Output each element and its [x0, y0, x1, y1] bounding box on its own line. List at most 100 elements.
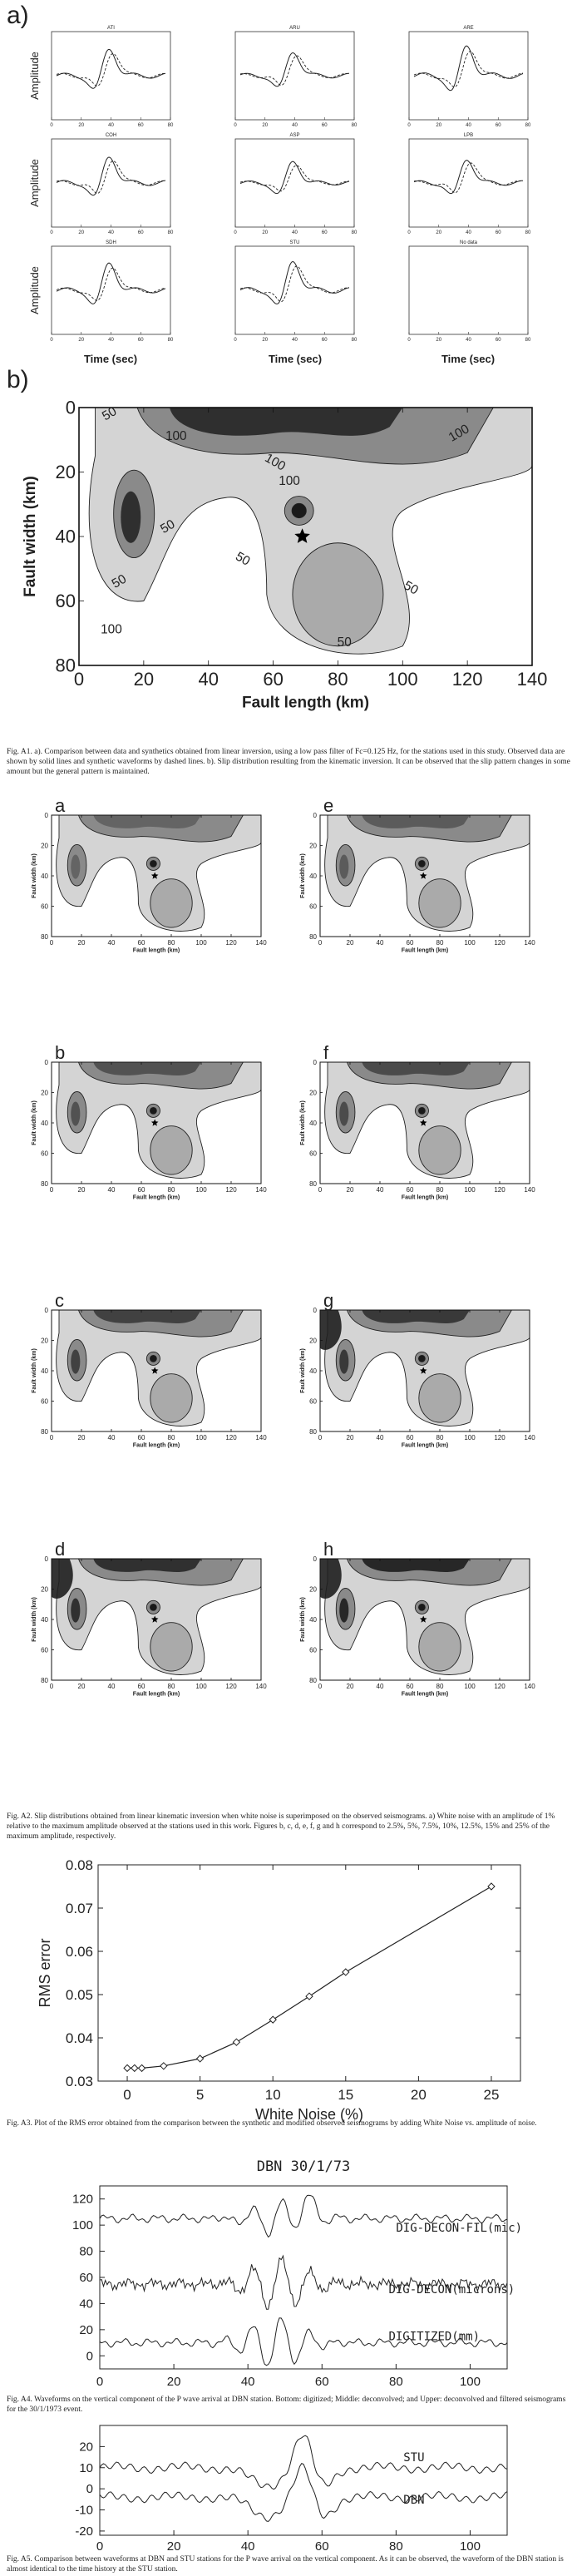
x-tick-label: 20 [262, 123, 268, 128]
y-tick-label: 20 [56, 462, 76, 482]
x-tick-label: 60 [138, 939, 145, 947]
rms-data-point [131, 2064, 139, 2073]
slip-contours [56, 815, 261, 932]
slip-zone-dark [362, 1559, 470, 1572]
y-tick-label: 60 [41, 1646, 48, 1654]
observed-waveform [239, 52, 349, 87]
fig-a4-dbn-waveforms: DBN 30/1/73 120 100 80 60 40 20 00 20 40 60 80 100 DI… [72, 2158, 522, 2389]
x-tick-label: 80 [168, 1186, 175, 1194]
x-tick-label: 60 [315, 2539, 329, 2554]
slip-patch-left-core [339, 1598, 349, 1623]
x-tick-label: 0 [318, 1434, 323, 1441]
slip-patch-core [418, 860, 426, 868]
dbn-trace [99, 2317, 508, 2366]
panel-letter: a [55, 795, 66, 816]
synthetic-waveform [239, 55, 350, 86]
y-tick-label: 40 [309, 1367, 317, 1375]
slip-zone-medium [346, 815, 512, 843]
slip-patch-left-core [71, 854, 81, 879]
rms-data-point [487, 1882, 496, 1891]
fig-a4-caption: Fig. A4. Waveforms on the vertical compo… [7, 2396, 566, 2414]
x-axis-label: Fault length (km) [402, 1691, 448, 1697]
x-tick-label: 0 [407, 230, 411, 235]
observed-waveform [239, 260, 350, 304]
y-tick-label: 20 [41, 1089, 48, 1096]
fig-a3-caption: Fig. A3. Plot of the RMS error obtained … [7, 2119, 537, 2128]
amplitude-axis-label: Amplitude [28, 266, 41, 314]
slip-contours [324, 815, 530, 932]
x-tick-label: 120 [494, 1434, 505, 1441]
x-tick-label: 40 [198, 669, 218, 690]
x-tick-label: 80 [352, 230, 358, 235]
y-tick-label: 40 [41, 1367, 48, 1375]
hypocenter-star [294, 528, 310, 543]
y-tick-label: 40 [41, 1120, 48, 1127]
x-tick-label: 40 [377, 1186, 384, 1194]
x-tick-label: 20 [78, 1683, 86, 1690]
slip-zone-corner [320, 1310, 342, 1350]
slip-zone-dark [93, 1062, 202, 1075]
y-tick-label: 20 [309, 842, 317, 849]
x-tick-label: 80 [436, 939, 444, 947]
x-tick-label: 60 [138, 338, 144, 343]
slip-zone-corner [320, 1559, 342, 1599]
slip-patch-left [67, 843, 87, 887]
x-tick-label: 60 [496, 338, 501, 343]
hypocenter-star [150, 1367, 159, 1374]
slip-zone-dark [362, 815, 470, 828]
y-tick-label: 20 [79, 2440, 93, 2454]
slip-zone-medium [77, 815, 244, 843]
x-tick-label: 140 [524, 939, 535, 947]
x-tick-label: 60 [496, 123, 501, 128]
y-tick-label: 0 [45, 1059, 49, 1066]
y-tick-label: 20 [41, 842, 48, 849]
waveform-panel-frame [234, 31, 355, 121]
y-tick-label: 80 [56, 655, 76, 676]
station-label: LPB [464, 133, 473, 138]
y-axis-label: Fault width (km) [300, 853, 306, 898]
y-tick-label: 10 [79, 2461, 93, 2475]
y-tick-label: 0.03 [66, 2074, 93, 2089]
contour-label: 100 [101, 622, 122, 636]
y-tick-label: 60 [41, 1397, 48, 1405]
trace-label: STU [403, 2451, 424, 2465]
x-tick-label: 40 [377, 1434, 384, 1441]
y-tick-label: 60 [56, 591, 76, 611]
x-tick-label: 0 [96, 2539, 103, 2554]
x-tick-label: 20 [78, 338, 84, 343]
rms-data-point [137, 2064, 146, 2073]
x-tick-label: 140 [524, 1683, 535, 1690]
plot-frame [99, 2425, 508, 2536]
observed-waveform [56, 156, 166, 196]
station-label: ARE [463, 26, 473, 31]
fig-a1-caption: Fig. A1. a). Comparison between data and… [7, 748, 570, 776]
y-tick-label: 0.06 [66, 1944, 93, 1960]
x-tick-label: 120 [225, 1683, 237, 1690]
y-tick-label: 20 [41, 1337, 48, 1344]
x-tick-label: 80 [168, 1683, 175, 1690]
fig-a1-panel-b-label: b) [7, 366, 29, 393]
x-tick-label: 20 [262, 338, 268, 343]
x-tick-label: 20 [347, 1186, 354, 1194]
x-tick-label: 120 [452, 669, 483, 690]
x-tick-label: 40 [292, 230, 298, 235]
slip-patch-left-core [71, 1349, 81, 1374]
hypocenter-star [150, 1615, 159, 1623]
contour-label: 50 [110, 572, 129, 591]
x-tick-label: 0 [50, 338, 53, 343]
x-tick-label: 80 [168, 1434, 175, 1441]
x-tick-label: 20 [262, 230, 268, 235]
y-tick-label: -20 [75, 2524, 93, 2539]
y-axis-label: Fault width (km) [32, 853, 37, 898]
slip-patch-lower [150, 1125, 193, 1175]
x-tick-label: 60 [407, 1434, 414, 1441]
time-axis-label: Time (sec) [84, 353, 137, 365]
slip-contours [320, 1310, 530, 1426]
x-tick-label: 0 [96, 2375, 103, 2389]
hypocenter-star [150, 1119, 159, 1126]
hypocenter-star [419, 1367, 427, 1374]
hypocenter-star [419, 872, 427, 879]
x-tick-label: 0 [407, 338, 411, 343]
waveform-panel-frame [51, 245, 171, 335]
synthetic-waveform [239, 265, 350, 303]
